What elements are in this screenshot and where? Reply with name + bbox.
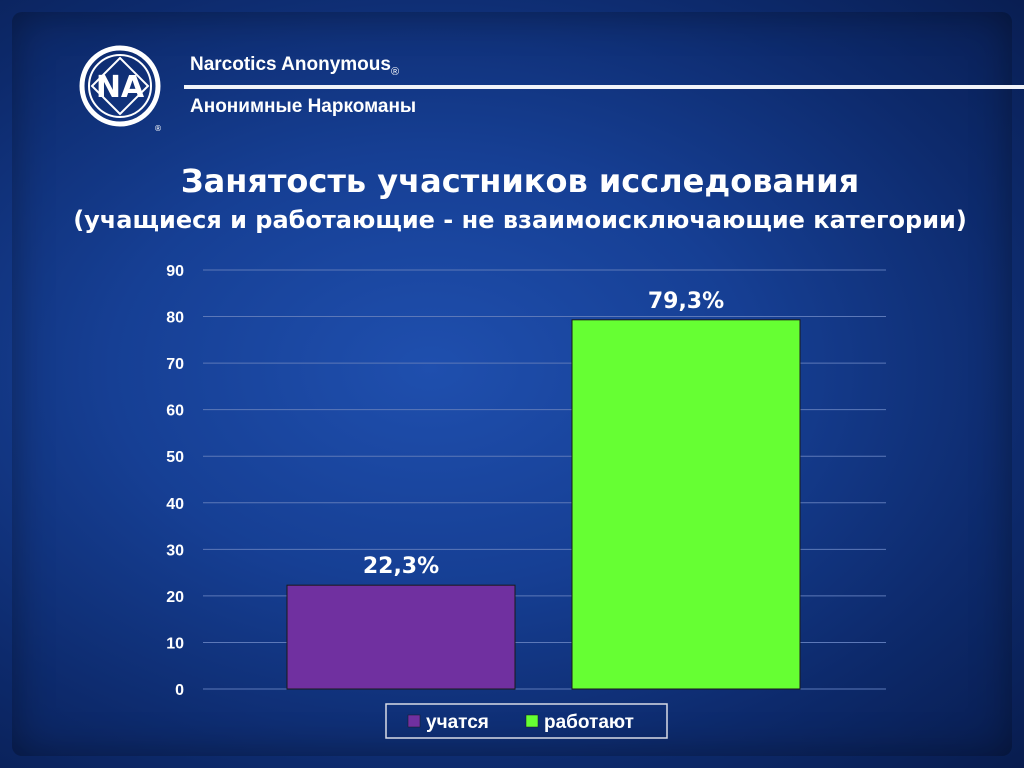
bars [286, 319, 801, 690]
data-label-study: 22,3% [363, 554, 439, 579]
header-divider [184, 85, 1024, 89]
legend-label-work: работают [544, 712, 634, 733]
y-tick-label: 20 [166, 589, 184, 606]
logo-registered-mark: ® [154, 124, 162, 133]
y-tick-label: 40 [166, 496, 184, 513]
chart-title: Занятость участников исследования [180, 162, 860, 200]
org-name-russian: Анонимные Наркоманы [190, 96, 417, 117]
bar-study [286, 584, 516, 690]
logo-letters: NA [96, 70, 145, 105]
registered-mark: ® [390, 65, 400, 78]
bar-work [571, 319, 801, 690]
y-tick-label: 70 [166, 356, 184, 373]
y-tick-label: 50 [166, 449, 184, 466]
y-tick-label: 80 [166, 310, 184, 327]
data-labels: 22,3% 79,3% [363, 289, 724, 579]
na-logo: NA ® [79, 45, 162, 133]
y-axis-ticks: 0 10 20 30 40 50 60 70 80 90 [166, 263, 184, 699]
legend-box [385, 703, 668, 739]
chart-subtitle: (учащиеся и работающие - не взаимоисключ… [73, 206, 967, 234]
y-tick-label: 60 [166, 403, 184, 420]
data-label-work: 79,3% [648, 289, 724, 314]
y-tick-label: 0 [175, 682, 184, 699]
legend-swatch-study [407, 714, 421, 728]
y-tick-label: 10 [166, 635, 184, 652]
legend: учатся работают [385, 703, 668, 739]
org-name-english-text: Narcotics Anonymous [190, 54, 391, 75]
org-name-english: Narcotics Anonymous® [190, 54, 399, 78]
y-tick-label: 90 [166, 263, 184, 280]
legend-swatch-work [525, 714, 539, 728]
y-tick-label: 30 [166, 542, 184, 559]
legend-label-study: учатся [426, 712, 489, 733]
